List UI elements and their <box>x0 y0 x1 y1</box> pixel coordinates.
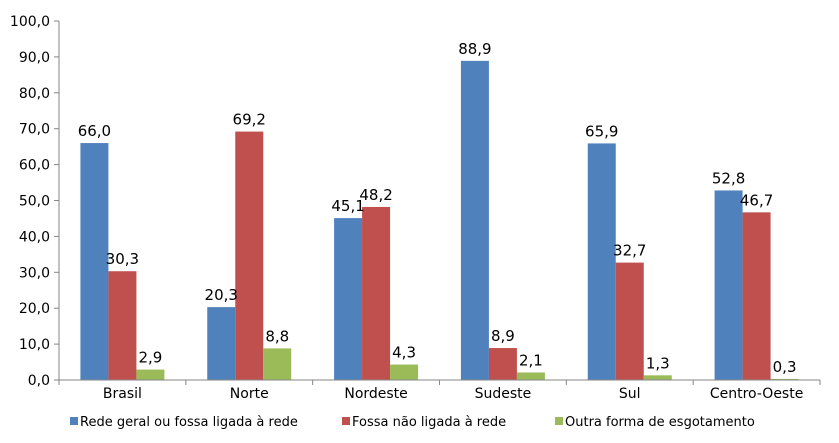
bar <box>263 348 292 380</box>
y-tick-label: 50,0 <box>19 194 50 210</box>
y-tick-label: 40,0 <box>19 229 50 245</box>
data-labels: 66,0 20,3 45,1 88,9 65,9 52,8 30,3 69,2 48,2 8,9 3… <box>78 40 797 376</box>
y-tick-label: 0,0 <box>28 373 50 389</box>
data-label: 66,0 <box>78 122 111 140</box>
data-label: 88,9 <box>458 40 491 58</box>
x-category-label: Nordeste <box>344 386 407 402</box>
x-axis: Brasil Norte Nordeste Sudeste Sul Centro-Oest… <box>58 379 821 402</box>
y-tick-label: 30,0 <box>19 265 50 281</box>
data-label: 20,3 <box>205 286 238 304</box>
bar <box>643 375 672 380</box>
data-label: 65,9 <box>585 122 618 140</box>
x-category-label: Sul <box>619 386 641 402</box>
data-label: 48,2 <box>359 186 392 204</box>
data-label: 45,1 <box>331 197 364 215</box>
data-label: 8,8 <box>265 327 289 345</box>
data-label: 2,9 <box>138 349 162 367</box>
legend-swatch <box>555 417 563 425</box>
bar <box>334 218 363 380</box>
legend-label: Fossa não ligada à rede <box>352 415 506 430</box>
data-label: 2,1 <box>519 351 543 369</box>
data-label: 69,2 <box>233 111 266 129</box>
x-category-label: Norte <box>230 386 269 402</box>
bar <box>390 364 419 380</box>
y-axis: 0,0 10,0 20,0 30,0 40,0 50,0 60,0 70,0 80,0 90,0 1… <box>10 14 60 389</box>
bar <box>362 206 391 380</box>
bar <box>235 131 264 380</box>
data-label: 0,3 <box>773 358 797 376</box>
bar <box>742 212 771 380</box>
bar <box>460 60 489 380</box>
data-label: 8,9 <box>491 327 515 345</box>
bar <box>615 262 644 380</box>
x-category-label: Centro-Oeste <box>710 386 804 402</box>
bar <box>516 372 545 380</box>
bar <box>488 348 517 380</box>
y-tick-label: 60,0 <box>19 158 50 174</box>
legend: Rede geral ou fossa ligada à rede Fossa n… <box>70 415 755 430</box>
x-category-label: Sudeste <box>475 386 532 402</box>
legend-swatch <box>342 417 350 425</box>
data-label: 1,3 <box>646 354 670 372</box>
bar <box>108 271 137 380</box>
legend-label: Rede geral ou fossa ligada à rede <box>80 415 298 430</box>
data-label: 46,7 <box>740 191 773 209</box>
y-tick-label: 100,0 <box>10 14 50 30</box>
bar <box>80 143 109 380</box>
x-category-label: Brasil <box>103 386 142 402</box>
y-tick-label: 70,0 <box>19 122 50 138</box>
bar <box>207 307 236 380</box>
y-tick-label: 20,0 <box>19 301 50 317</box>
legend-swatch <box>70 417 78 425</box>
bar <box>136 369 165 380</box>
y-tick-label: 10,0 <box>19 337 50 353</box>
bar <box>770 378 799 380</box>
bars <box>80 60 799 380</box>
legend-label: Outra forma de esgotamento <box>565 415 755 430</box>
data-label: 32,7 <box>613 242 646 260</box>
data-label: 52,8 <box>712 169 745 187</box>
y-tick-label: 80,0 <box>19 86 50 102</box>
y-tick-label: 90,0 <box>19 50 50 66</box>
data-label: 4,3 <box>392 344 416 362</box>
data-label: 30,3 <box>106 250 139 268</box>
bar <box>587 143 616 380</box>
bar <box>714 190 743 380</box>
